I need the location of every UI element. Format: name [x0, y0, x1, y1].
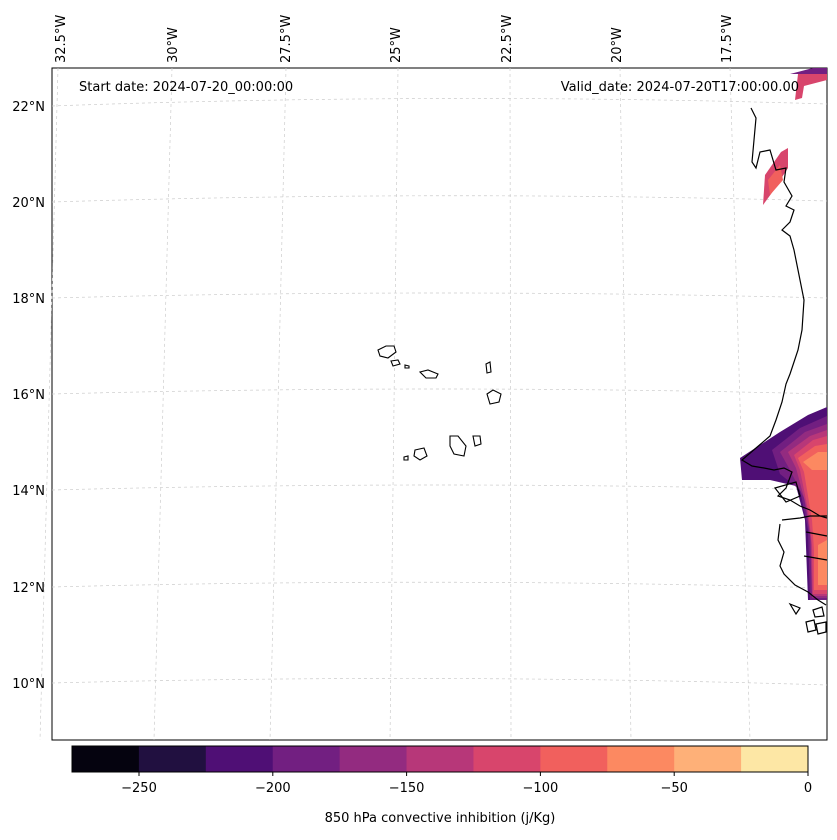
- colorbar-swatch: [339, 746, 408, 772]
- colorbar-swatch: [607, 746, 675, 772]
- lon-gridline-17-5w: [729, 67, 751, 741]
- colorbar-tick-label-250: −250: [121, 781, 157, 796]
- colorbar-tick-label-100: −100: [523, 781, 559, 796]
- lat-gridline-20n: [51, 195, 828, 203]
- colorbar-swatch: [272, 746, 341, 772]
- coastline-casamance: [781, 515, 827, 521]
- lon-gridline-27-5w: [269, 67, 287, 741]
- lon-gridline-32-5w: [39, 67, 59, 741]
- colorbar-swatch: [473, 746, 541, 772]
- colorbar-swatch: [205, 746, 274, 772]
- map-frame: [51, 67, 828, 741]
- coastline-guinea-bissau: [777, 523, 827, 606]
- lon-label-32-5w: 32.5°W: [54, 15, 69, 63]
- island-fogo: [413, 447, 428, 461]
- island-santo-antao: [377, 345, 397, 359]
- coastline-border-b: [805, 531, 828, 537]
- lon-label-22-5w: 22.5°W: [500, 15, 515, 63]
- lon-gridline-30w: [153, 67, 173, 741]
- colorbar-swatch: [741, 746, 809, 772]
- colorbar-swatch: [72, 746, 140, 772]
- cin-patch-senegal-band-6: [803, 452, 827, 470]
- lon-label-25w: 25°W: [389, 27, 404, 63]
- gridlines: [39, 67, 828, 741]
- colorbar-swatch: [138, 746, 207, 772]
- colorbar-tick-label-150: −150: [389, 781, 425, 796]
- lat-label-22n: 22°N: [12, 100, 45, 115]
- lon-tick-labels: 32.5°W 30°W 27.5°W 25°W 22.5°W 20°W 17.5…: [54, 15, 735, 63]
- colorbar-tick-label-200: −200: [255, 781, 291, 796]
- cin-contours: [740, 68, 827, 600]
- valid-date-label: Valid_date: 2024-07-20T17:00:00.00: [561, 80, 799, 95]
- coastlines: [740, 107, 828, 635]
- lat-label-12n: 12°N: [12, 581, 45, 596]
- lon-gridline-20w: [619, 67, 632, 741]
- start-date-label: Start date: 2024-07-20_00:00:00: [79, 80, 293, 95]
- colorbar-swatch: [674, 746, 742, 772]
- coastline-islet-b: [812, 606, 825, 618]
- lon-label-30w: 30°W: [166, 27, 181, 63]
- coastline-islet-c: [805, 619, 817, 633]
- lat-label-16n: 16°N: [12, 388, 45, 403]
- cin-patch-north-a: [790, 68, 827, 75]
- lat-gridline-22n: [51, 98, 828, 107]
- island-boa-vista: [486, 389, 502, 405]
- island-sal: [485, 361, 492, 374]
- coastline-islet-a: [788, 602, 801, 616]
- lat-gridline-10n: [51, 678, 828, 686]
- colorbar-swatch: [406, 746, 474, 772]
- island-sao-nicolau: [418, 369, 439, 379]
- lon-gridline-22-5w: [509, 67, 512, 741]
- lat-label-14n: 14°N: [12, 484, 45, 499]
- cin-patch-cap-blanc-inner: [768, 165, 783, 195]
- colorbar-label: 850 hPa convective inhibition (j/Kg): [325, 811, 556, 826]
- lat-label-18n: 18°N: [12, 292, 45, 307]
- lat-gridline-14n: [51, 484, 828, 491]
- lon-label-27-5w: 27.5°W: [279, 15, 294, 63]
- colorbar-swatch: [540, 746, 608, 772]
- colorbar-ticks: −250 −200 −150 −100 −50 0: [121, 772, 812, 796]
- island-santiago: [449, 435, 467, 457]
- lat-gridline-12n: [51, 581, 828, 589]
- lon-label-17-5w: 17.5°W: [720, 15, 735, 63]
- colorbar-tick-label-0: 0: [804, 781, 812, 796]
- cin-patch-guinea-bissau: [818, 540, 827, 585]
- coastline-islet-d: [815, 621, 827, 635]
- colorbar-tick-label-50: −50: [660, 781, 687, 796]
- lat-tick-labels: 22°N 20°N 18°N 16°N 14°N 12°N 10°N: [12, 100, 45, 692]
- lat-label-10n: 10°N: [12, 677, 45, 692]
- island-brava: [403, 455, 409, 461]
- lat-label-20n: 20°N: [12, 196, 45, 211]
- lat-gridline-16n: [51, 388, 828, 395]
- lon-gridline-25w: [389, 67, 399, 741]
- island-santa-luzia: [404, 364, 410, 369]
- island-sao-vicente: [390, 359, 401, 367]
- coastline-gambia: [773, 481, 801, 503]
- coastline-mauritania-senegal: [740, 107, 828, 519]
- lat-gridline-18n: [51, 292, 828, 299]
- colorbar-frame: [71, 745, 809, 773]
- coastline-border-a: [803, 555, 828, 561]
- colorbar-swatches: [72, 746, 809, 772]
- cape-verde-islands: [377, 345, 502, 461]
- island-maio: [472, 435, 482, 447]
- cin-patch-north-b: [795, 74, 827, 100]
- lon-label-20w: 20°W: [610, 27, 625, 63]
